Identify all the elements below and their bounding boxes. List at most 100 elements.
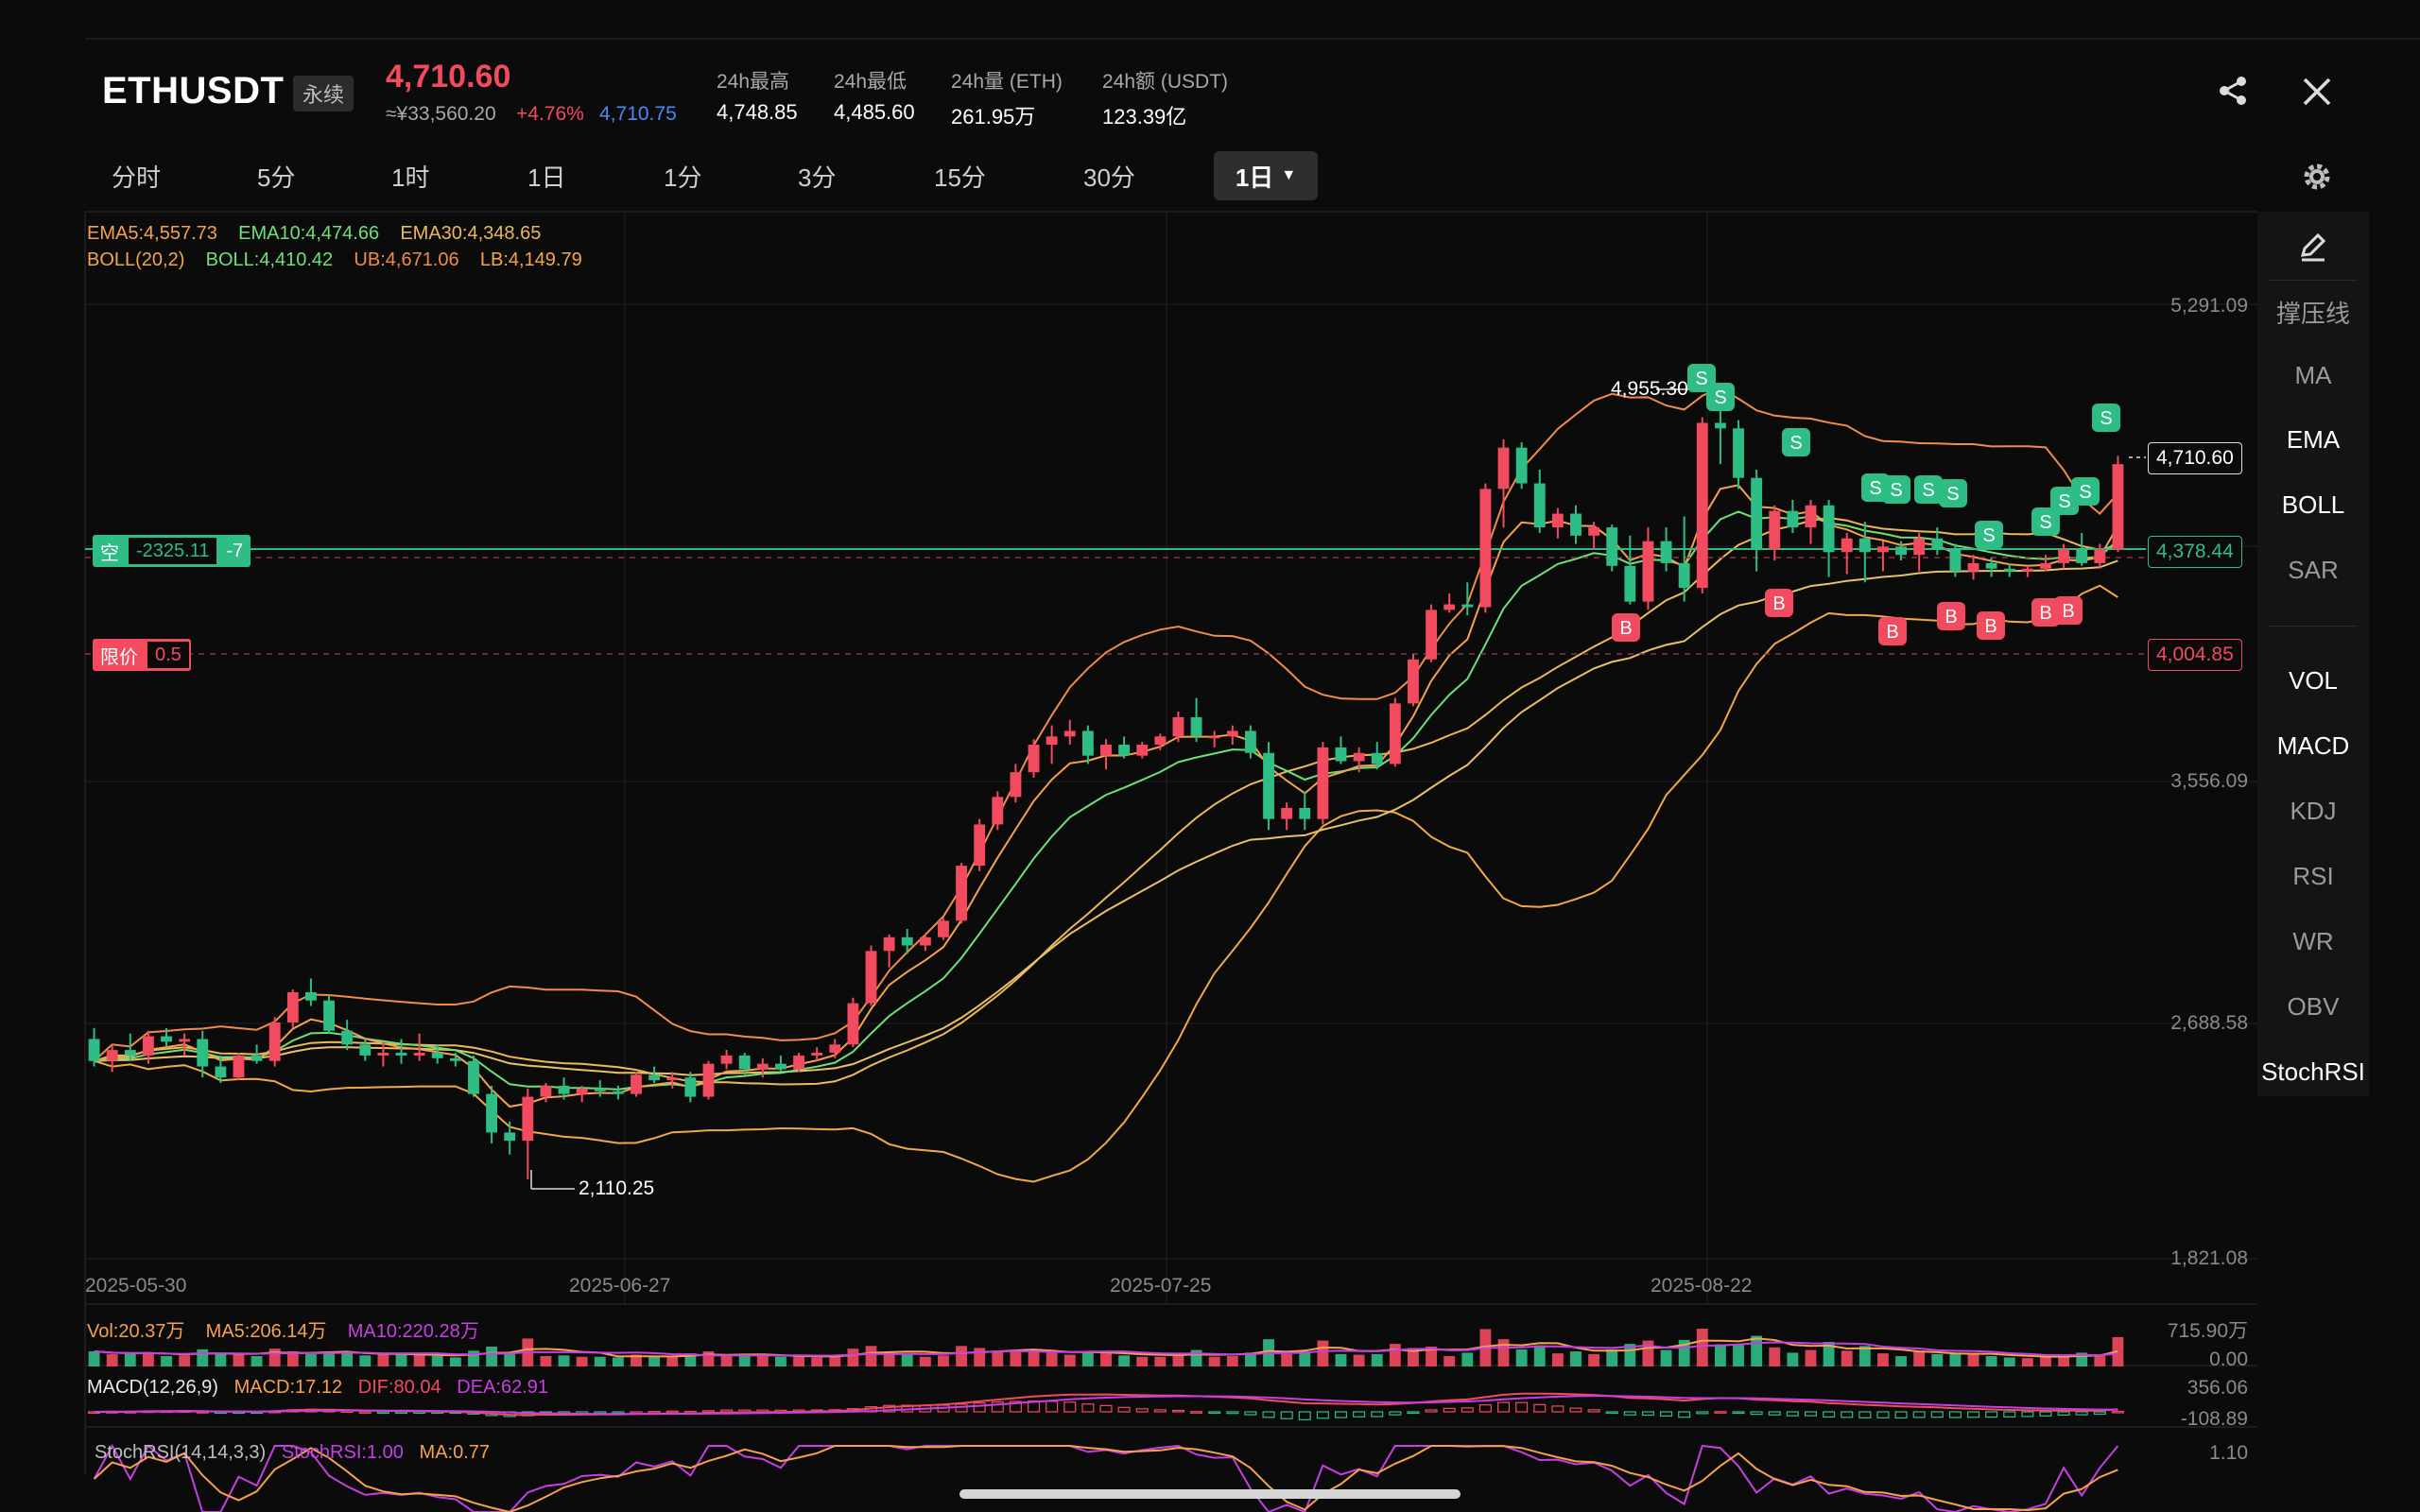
candle-body — [431, 1053, 443, 1058]
macd-dea-line — [94, 1395, 2118, 1416]
macd-histogram-bar — [1009, 1400, 1022, 1413]
stochrsi-axis-max: 1.10 — [2209, 1442, 2248, 1464]
indicator-ma[interactable]: MA — [2294, 361, 2332, 389]
volume-bar — [233, 1353, 245, 1366]
indicator-sar[interactable]: SAR — [2288, 556, 2339, 584]
buy-marker — [2054, 596, 2083, 625]
volume-bar — [1913, 1351, 1926, 1366]
candle-body — [1751, 477, 1763, 550]
indicator-vol[interactable]: VOL — [2288, 666, 2339, 695]
candle-body — [1317, 747, 1329, 819]
volume-bar — [305, 1353, 317, 1366]
macd-histogram-bar — [1551, 1405, 1564, 1413]
indicator-rsi[interactable]: RSI — [2292, 862, 2334, 890]
home-indicator[interactable] — [959, 1489, 1461, 1499]
volume-bar — [1895, 1356, 1907, 1366]
tab-timeframe-active[interactable]: 1日 ▼ — [1214, 151, 1318, 200]
macd-histogram-bar — [358, 1411, 372, 1414]
candle-body — [377, 1053, 389, 1056]
volume-bar — [1787, 1352, 1799, 1366]
volume-bar — [1696, 1329, 1708, 1366]
macd-histogram-bar — [1768, 1411, 1781, 1416]
macd-histogram-bar — [1135, 1408, 1149, 1413]
indicator-stochrsi[interactable]: StochRSI — [2261, 1057, 2365, 1086]
mark-price: 4,710.75 — [599, 103, 677, 125]
tab-timeframe[interactable]: 15分 — [934, 163, 986, 192]
volume-bar — [197, 1349, 209, 1366]
macd-histogram-bar — [1823, 1411, 1836, 1418]
position-tag[interactable]: 空 -2325.11 -7 — [93, 535, 251, 567]
indicator-macd[interactable]: MACD — [2276, 731, 2350, 760]
sell-marker — [1914, 475, 1943, 504]
volume-bar — [1949, 1352, 1962, 1366]
volume-bar — [938, 1355, 949, 1366]
volume-bar — [1497, 1339, 1510, 1366]
candle-body — [1046, 736, 1058, 746]
volume-bar — [1606, 1349, 1618, 1366]
volume-bar — [793, 1356, 804, 1366]
candle-body — [449, 1057, 461, 1061]
candle-body — [612, 1091, 624, 1094]
candle-body — [684, 1077, 697, 1097]
candle-body — [1479, 489, 1492, 608]
boll-mid-label: BOLL:4,410.42 — [205, 249, 334, 270]
stat-value: 4,748.85 — [717, 100, 798, 124]
macd-histogram-bar — [2075, 1411, 2088, 1416]
volume-bar — [88, 1351, 100, 1366]
candle-body — [974, 824, 986, 867]
macd-histogram-bar — [1732, 1411, 1745, 1415]
trade-marker-letter: B — [1619, 618, 1632, 639]
tab-timeframe[interactable]: 分时 — [112, 163, 162, 192]
indicator-kdj[interactable]: KDJ — [2290, 797, 2337, 825]
candle-body — [702, 1063, 715, 1097]
volume-bar — [359, 1355, 372, 1366]
close-icon[interactable] — [2301, 76, 2333, 108]
candle-body — [775, 1063, 786, 1070]
macd-histogram-bar — [1153, 1409, 1167, 1413]
candle-body — [648, 1074, 661, 1081]
indicator-obv[interactable]: OBV — [2287, 992, 2340, 1021]
indicator-boll[interactable]: BOLL — [2281, 490, 2345, 519]
vol-axis-min: 0.00 — [2209, 1349, 2248, 1370]
last-price: 4,710.60 — [386, 59, 511, 94]
current-price-box: 4,710.60 — [2148, 442, 2242, 474]
vol-ma10-label: MA10:220.28万 — [347, 1321, 479, 1342]
macd-histogram-bar — [1569, 1407, 1582, 1413]
candle-body — [305, 991, 317, 1001]
macd-histogram-bar — [1081, 1403, 1095, 1413]
candle-body — [992, 797, 1004, 825]
limit-order-tag[interactable]: 限价 0.5 — [93, 639, 191, 671]
indicator-support-resistance[interactable]: 撑压线 — [2275, 300, 2350, 328]
candle-body — [1335, 747, 1347, 762]
sell-marker — [2092, 404, 2120, 432]
candle-body — [1263, 752, 1274, 819]
candle-body — [540, 1085, 552, 1097]
gear-icon[interactable] — [2301, 161, 2333, 193]
indicator-wr[interactable]: WR — [2292, 927, 2334, 955]
symbol-title[interactable]: ETHUSDT — [102, 70, 285, 112]
share-icon[interactable] — [2216, 74, 2250, 108]
tab-timeframe[interactable]: 1时 — [391, 163, 430, 192]
volume-bar — [1244, 1352, 1256, 1366]
candle-body — [1226, 730, 1238, 737]
candle-body — [88, 1039, 100, 1061]
macd-histogram-bar — [720, 1409, 734, 1413]
sell-marker — [1939, 479, 1967, 507]
tab-timeframe[interactable]: 1分 — [664, 163, 702, 192]
tab-timeframe[interactable]: 1日 — [527, 163, 566, 192]
candle-body — [1408, 659, 1419, 704]
date-label: 2025-07-25 — [1110, 1275, 1212, 1297]
pencil-icon[interactable] — [2297, 231, 2329, 263]
tab-timeframe[interactable]: 30分 — [1083, 163, 1135, 192]
macd-histogram-bar — [666, 1410, 679, 1414]
macd-histogram-bar — [1876, 1411, 1890, 1418]
indicator-ema[interactable]: EMA — [2286, 425, 2341, 454]
candle-body — [1949, 549, 1962, 572]
macd-histogram-bar — [883, 1404, 896, 1413]
tab-timeframe[interactable]: 3分 — [798, 163, 837, 192]
limit-order-qty: 0.5 — [147, 642, 189, 668]
candle-body — [756, 1063, 769, 1070]
volume-bar — [323, 1351, 335, 1366]
tab-timeframe[interactable]: 5分 — [257, 163, 296, 192]
